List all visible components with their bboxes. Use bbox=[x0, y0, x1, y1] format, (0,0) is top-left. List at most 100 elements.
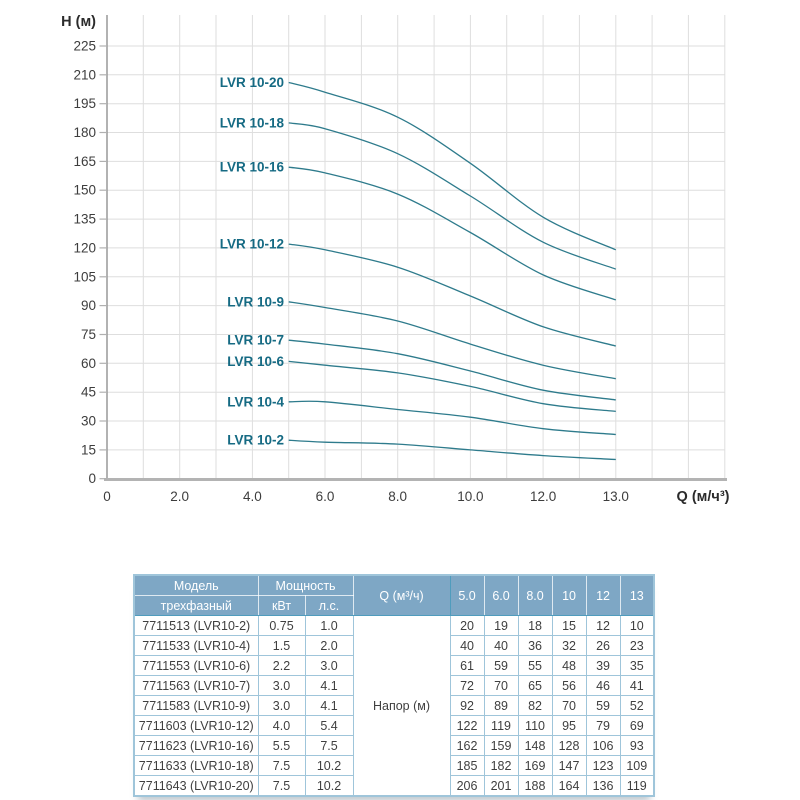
hp-cell: 1.0 bbox=[304, 615, 354, 636]
head-value-cell: 15 bbox=[551, 615, 587, 636]
x-tick-label: 8.0 bbox=[388, 489, 407, 504]
header-q-flow: Q (м³/ч) bbox=[352, 574, 451, 616]
pump-spec-table-wrap: Модель Мощность Q (м³/ч) 5.0 6.0 8.0 10 12 13 тре… bbox=[133, 574, 656, 797]
header-q-value: 10 bbox=[551, 574, 587, 616]
head-value-cell: 147 bbox=[551, 755, 587, 776]
head-value-cell: 128 bbox=[551, 735, 587, 756]
y-axis-title: H (м) bbox=[61, 14, 96, 30]
y-tick-label: 135 bbox=[73, 212, 96, 227]
y-tick-label: 60 bbox=[81, 356, 96, 371]
pump-curve bbox=[288, 243, 616, 347]
hp-cell: 4.1 bbox=[304, 675, 354, 696]
model-cell: 7711513 (LVR10-2) bbox=[133, 615, 259, 636]
kw-cell: 3.0 bbox=[257, 695, 306, 716]
model-cell: 7711643 (LVR10-20) bbox=[133, 775, 259, 797]
head-value-cell: 72 bbox=[449, 675, 485, 696]
table-row: 7711533 (LVR10-4) 1.5 2.0 40 40 36 32 26 23 bbox=[133, 635, 655, 656]
head-value-cell: 36 bbox=[517, 635, 553, 656]
head-value-cell: 52 bbox=[619, 695, 655, 716]
model-cell: 7711553 (LVR10-6) bbox=[133, 655, 259, 676]
head-value-cell: 109 bbox=[619, 755, 655, 776]
table-row: 7711583 (LVR10-9) 3.0 4.1 92 89 82 70 59 52 bbox=[133, 695, 655, 716]
y-tick-label: 195 bbox=[73, 96, 96, 111]
head-value-cell: 32 bbox=[551, 635, 587, 656]
hp-cell: 7.5 bbox=[304, 735, 354, 756]
head-value-cell: 169 bbox=[517, 755, 553, 776]
header-q-value: 8.0 bbox=[517, 574, 553, 616]
pump-curve bbox=[288, 360, 616, 413]
header-model: Модель bbox=[133, 574, 259, 596]
model-cell: 7711563 (LVR10-7) bbox=[133, 675, 259, 696]
kw-cell: 7.5 bbox=[257, 775, 306, 797]
kw-cell: 7.5 bbox=[257, 755, 306, 776]
head-value-cell: 59 bbox=[483, 655, 519, 676]
curve-label: LVR 10-7 bbox=[227, 333, 284, 348]
kw-cell: 3.0 bbox=[257, 675, 306, 696]
head-value-cell: 39 bbox=[585, 655, 621, 676]
header-q-value: 6.0 bbox=[483, 574, 519, 616]
head-value-cell: 79 bbox=[585, 715, 621, 736]
kw-cell: 2.2 bbox=[257, 655, 306, 676]
head-value-cell: 46 bbox=[585, 675, 621, 696]
model-cell: 7711623 (LVR10-16) bbox=[133, 735, 259, 756]
head-value-cell: 119 bbox=[483, 715, 519, 736]
x-tick-label: 12.0 bbox=[530, 489, 556, 504]
head-value-cell: 40 bbox=[483, 635, 519, 656]
x-tick-label: 4.0 bbox=[243, 489, 262, 504]
y-tick-label: 30 bbox=[81, 414, 96, 429]
y-tick-label: 75 bbox=[81, 327, 96, 342]
head-value-cell: 23 bbox=[619, 635, 655, 656]
table-header: Модель Мощность Q (м³/ч) 5.0 6.0 8.0 10 12 13 тре… bbox=[133, 574, 655, 616]
head-value-cell: 122 bbox=[449, 715, 485, 736]
head-value-cell: 110 bbox=[517, 715, 553, 736]
header-q-value: 5.0 bbox=[449, 574, 485, 616]
head-value-cell: 56 bbox=[551, 675, 587, 696]
pump-curve bbox=[288, 166, 617, 301]
head-value-cell: 19 bbox=[483, 615, 519, 636]
head-value-cell: 93 bbox=[619, 735, 655, 756]
model-cell: 7711633 (LVR10-18) bbox=[133, 755, 259, 776]
pump-curve bbox=[288, 81, 617, 251]
header-model-sub: трехфазный bbox=[133, 595, 259, 616]
head-value-cell: 148 bbox=[517, 735, 553, 756]
head-value-cell: 185 bbox=[449, 755, 485, 776]
x-tick-label: 6.0 bbox=[316, 489, 335, 504]
head-value-cell: 123 bbox=[585, 755, 621, 776]
head-value-cell: 18 bbox=[517, 615, 553, 636]
y-tick-label: 120 bbox=[73, 240, 96, 255]
kw-cell: 4.0 bbox=[257, 715, 306, 736]
head-value-cell: 61 bbox=[449, 655, 485, 676]
hp-cell: 10.2 bbox=[304, 775, 354, 797]
head-meters-cell: Напор (м) bbox=[352, 615, 451, 797]
table-row: 7711513 (LVR10-2) 0.75 1.0 Напор (м) 20 19 18 1… bbox=[133, 615, 655, 797]
pump-curve bbox=[288, 400, 616, 436]
head-value-cell: 164 bbox=[551, 775, 587, 797]
head-value-cell: 89 bbox=[483, 695, 519, 716]
table-row: 7711563 (LVR10-7) 3.0 4.1 72 70 65 56 46 41 bbox=[133, 675, 655, 696]
x-tick-label: 2.0 bbox=[170, 489, 189, 504]
hp-cell: 2.0 bbox=[304, 635, 354, 656]
model-cell: 7711583 (LVR10-9) bbox=[133, 695, 259, 716]
y-tick-label: 105 bbox=[73, 269, 96, 284]
curve-label: LVR 10-6 bbox=[227, 354, 284, 369]
y-tick-label: 150 bbox=[73, 183, 96, 198]
curve-label: LVR 10-9 bbox=[227, 294, 284, 309]
curve-label: LVR 10-12 bbox=[220, 237, 284, 252]
head-value-cell: 188 bbox=[517, 775, 553, 797]
head-value-cell: 182 bbox=[483, 755, 519, 776]
kw-cell: 0.75 bbox=[257, 615, 306, 636]
model-cell: 7711533 (LVR10-4) bbox=[133, 635, 259, 656]
hp-cell: 4.1 bbox=[304, 695, 354, 716]
head-value-cell: 201 bbox=[483, 775, 519, 797]
header-power: Мощность bbox=[257, 574, 354, 596]
head-value-cell: 10 bbox=[619, 615, 655, 636]
head-value-cell: 40 bbox=[449, 635, 485, 656]
head-value-cell: 69 bbox=[619, 715, 655, 736]
curve-label: LVR 10-4 bbox=[227, 394, 284, 409]
pump-spec-table: Модель Мощность Q (м³/ч) 5.0 6.0 8.0 10 12 13 тре… bbox=[133, 574, 656, 797]
y-tick-label: 210 bbox=[73, 67, 96, 82]
head-value-cell: 20 bbox=[449, 615, 485, 636]
header-q-value: 13 bbox=[619, 574, 655, 616]
table-row: 7711643 (LVR10-20) 7.5 10.2 206 201 188 164 136… bbox=[133, 775, 655, 797]
head-value-cell: 162 bbox=[449, 735, 485, 756]
